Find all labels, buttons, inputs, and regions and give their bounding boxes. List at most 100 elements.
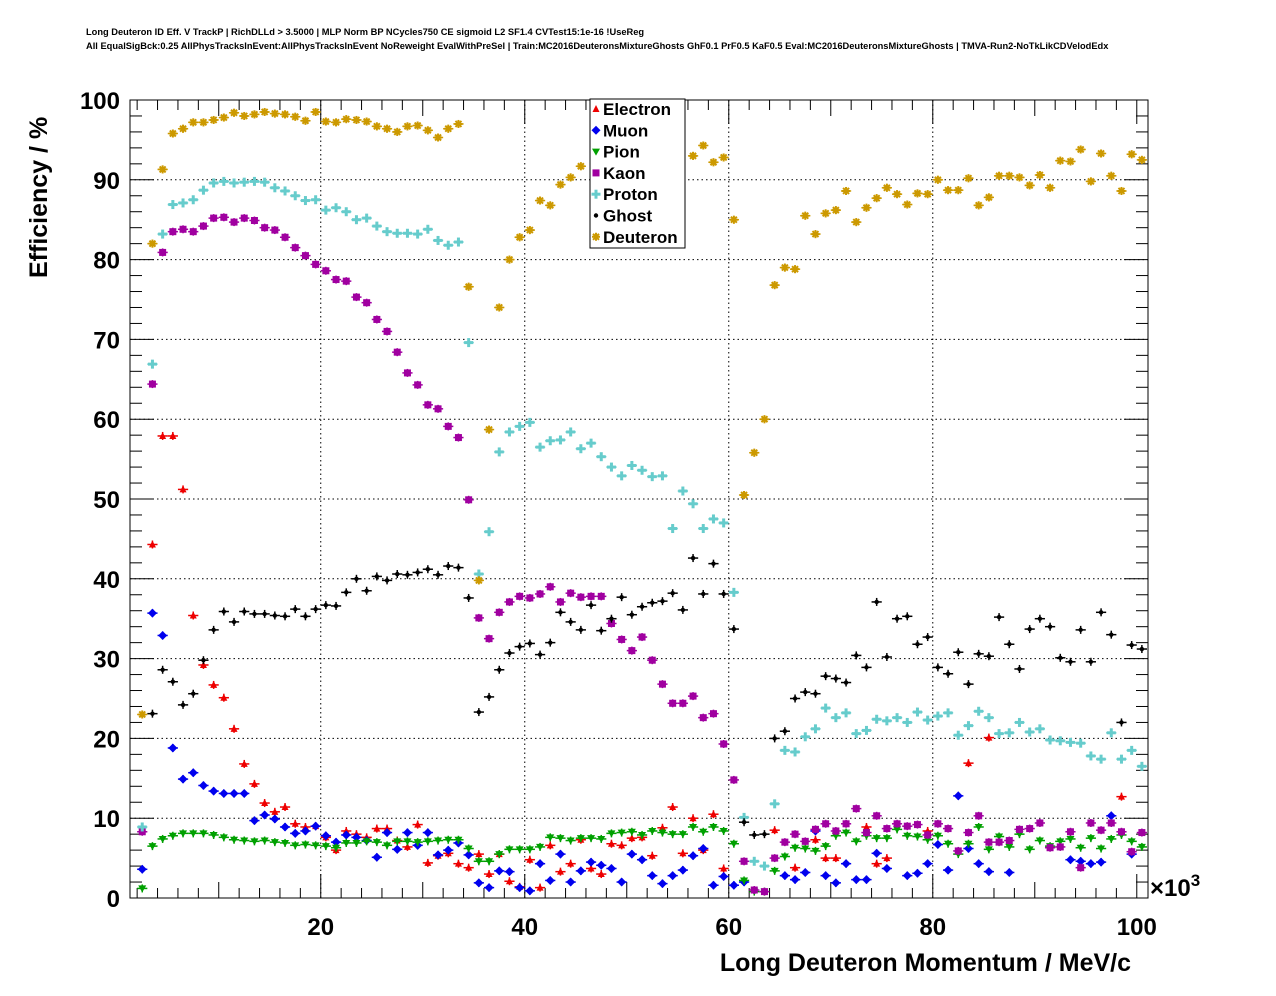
cross-marker-v bbox=[365, 213, 369, 223]
ghost-point bbox=[1116, 718, 1127, 727]
proton-marker bbox=[566, 427, 576, 437]
muon-point bbox=[851, 875, 862, 885]
star-marker bbox=[852, 218, 861, 227]
muon-marker bbox=[943, 865, 953, 875]
deuteron-marker bbox=[1005, 171, 1014, 180]
pion-marker bbox=[607, 830, 616, 838]
pion-marker bbox=[332, 844, 341, 852]
kaon-marker bbox=[1036, 819, 1044, 827]
dot-marker bbox=[894, 616, 900, 621]
cross-marker-v bbox=[854, 729, 858, 739]
triangle-down-marker bbox=[393, 838, 402, 846]
deuteron-point bbox=[575, 162, 586, 171]
star-marker bbox=[138, 710, 147, 719]
pion-marker bbox=[372, 839, 381, 847]
electron-point bbox=[453, 859, 464, 868]
cross-marker-v bbox=[232, 178, 236, 188]
square-marker bbox=[373, 315, 381, 323]
deuteron-marker bbox=[281, 110, 290, 119]
dot-marker bbox=[180, 702, 186, 708]
proton-marker bbox=[953, 730, 963, 740]
square-marker bbox=[607, 619, 615, 627]
kaon-marker bbox=[893, 820, 901, 828]
cross-marker-v bbox=[875, 714, 879, 724]
square-marker bbox=[781, 838, 789, 846]
y-tick-label: 10 bbox=[93, 806, 120, 833]
muon-marker bbox=[851, 875, 861, 885]
triangle-up-marker bbox=[679, 849, 687, 857]
electron-point bbox=[463, 863, 474, 872]
legend-box bbox=[589, 98, 686, 249]
ghost-point bbox=[1126, 641, 1137, 650]
muon-point bbox=[351, 832, 362, 842]
deuteron-point bbox=[524, 226, 535, 235]
kaon-point bbox=[534, 589, 546, 598]
star-marker bbox=[342, 115, 351, 124]
pion-marker bbox=[383, 842, 392, 850]
proton-point bbox=[534, 442, 546, 452]
ghost-point bbox=[1075, 625, 1086, 634]
pion-marker bbox=[638, 831, 647, 839]
kaon-point bbox=[789, 830, 801, 839]
deuteron-marker bbox=[260, 107, 269, 116]
pion-marker bbox=[209, 831, 218, 839]
pion-marker bbox=[617, 829, 626, 837]
square-marker bbox=[567, 589, 575, 597]
electron-marker bbox=[403, 842, 411, 850]
square-marker bbox=[352, 293, 360, 301]
electron-marker bbox=[873, 859, 881, 867]
electron-marker bbox=[658, 823, 666, 831]
kaon-point bbox=[779, 838, 790, 847]
electron-marker bbox=[709, 810, 717, 818]
electron-point bbox=[769, 826, 780, 835]
ghost-point bbox=[585, 601, 597, 610]
kaon-point bbox=[1085, 818, 1096, 827]
cross-marker-v bbox=[773, 799, 777, 809]
cross-marker-v bbox=[395, 228, 399, 238]
pion-marker bbox=[179, 830, 188, 838]
kaon-marker bbox=[230, 218, 238, 226]
square-marker bbox=[995, 838, 1003, 846]
dot-marker bbox=[956, 650, 961, 655]
proton-point bbox=[769, 799, 780, 809]
kaon-point bbox=[647, 656, 658, 665]
electron-marker bbox=[597, 870, 605, 878]
triangle-down-marker bbox=[1137, 843, 1146, 851]
deuteron-point bbox=[851, 218, 862, 227]
proton-marker bbox=[1065, 737, 1075, 747]
electron-marker bbox=[862, 822, 870, 830]
deuteron-marker bbox=[270, 109, 279, 118]
proton-marker bbox=[188, 195, 198, 205]
triangle-up-marker bbox=[669, 803, 677, 811]
dot-marker bbox=[1078, 627, 1083, 633]
square-marker bbox=[944, 825, 952, 833]
dot-marker bbox=[1058, 655, 1063, 661]
deuteron-point bbox=[320, 117, 331, 126]
proton-point bbox=[422, 224, 433, 234]
square-marker bbox=[159, 248, 167, 256]
deuteron-point bbox=[687, 151, 699, 160]
pion-marker bbox=[474, 858, 483, 866]
muon-point bbox=[259, 810, 270, 820]
ghost-marker bbox=[792, 696, 798, 701]
dot-marker bbox=[323, 602, 329, 608]
deuteron-marker bbox=[1056, 156, 1065, 165]
ghost-point bbox=[575, 625, 586, 634]
square-marker bbox=[1066, 828, 1074, 836]
square-marker bbox=[842, 820, 850, 828]
kaon-marker bbox=[567, 589, 575, 597]
triangle-up-marker bbox=[592, 105, 600, 112]
muon-point bbox=[820, 871, 831, 881]
deuteron-marker bbox=[831, 206, 840, 215]
triangle-down-marker bbox=[495, 851, 504, 859]
proton-point bbox=[1055, 736, 1066, 746]
pion-point bbox=[483, 857, 495, 866]
muon-marker bbox=[474, 878, 484, 888]
dot-marker bbox=[425, 567, 431, 572]
square-marker bbox=[1117, 828, 1125, 836]
proton-point bbox=[381, 227, 393, 237]
star-marker bbox=[423, 126, 432, 135]
deuteron-point bbox=[1126, 150, 1137, 159]
kaon-marker bbox=[526, 594, 534, 602]
muon-marker bbox=[933, 840, 943, 850]
